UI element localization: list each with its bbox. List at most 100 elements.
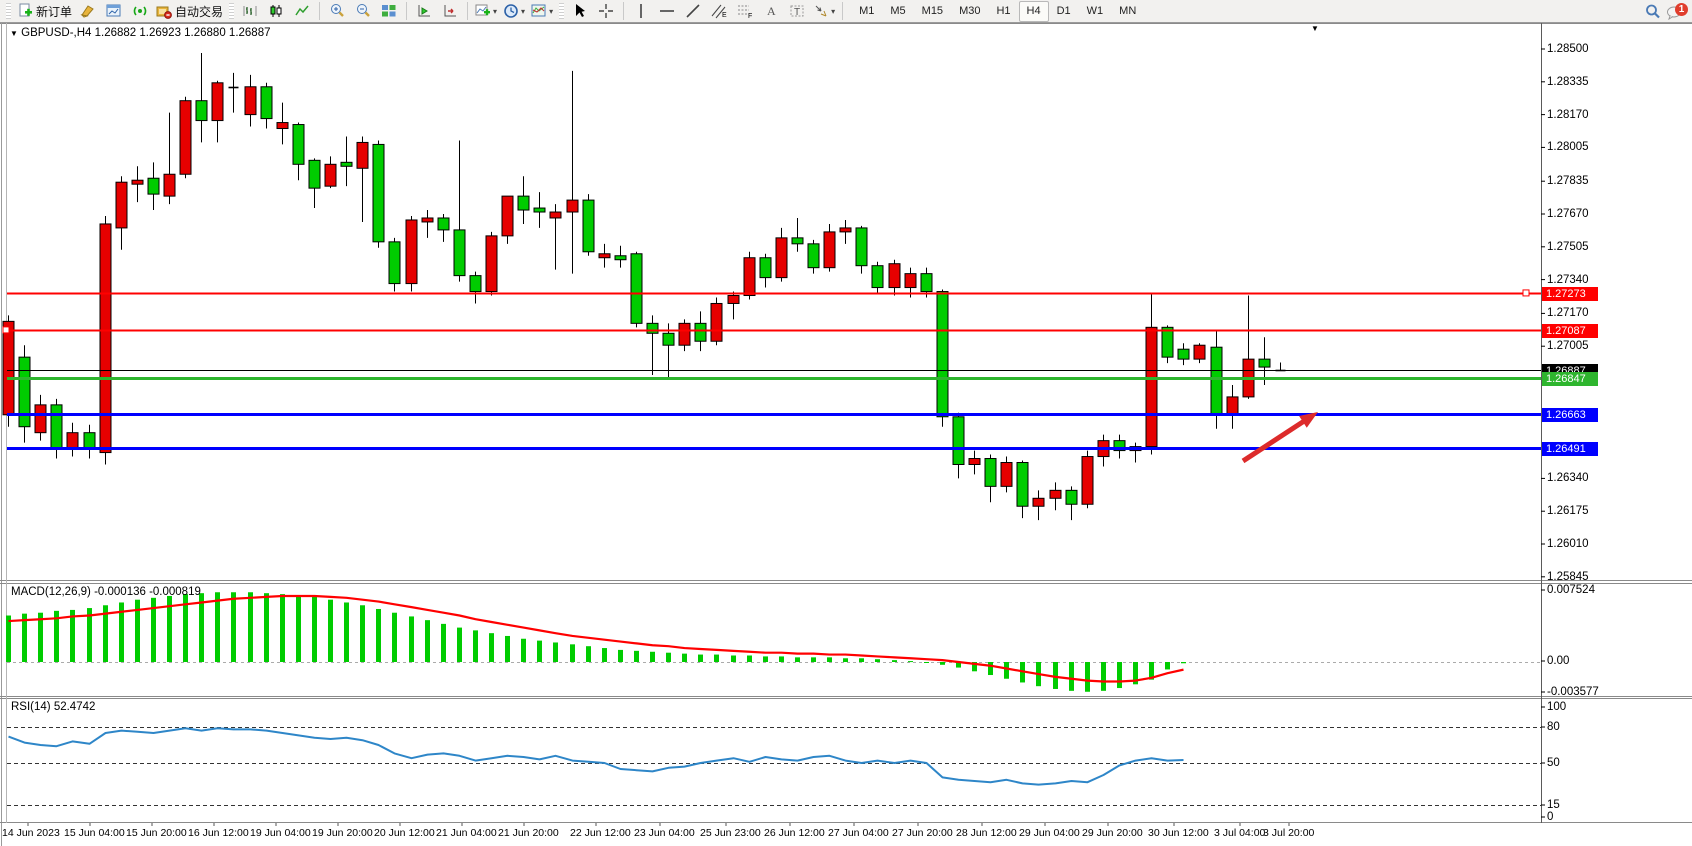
auto-scroll-button[interactable] xyxy=(411,0,437,22)
timeframe-button-w1[interactable]: W1 xyxy=(1086,4,1104,17)
macd-histogram-bar xyxy=(1181,662,1186,664)
clock-icon xyxy=(504,4,518,18)
new-order-icon xyxy=(19,3,32,17)
new-order-button[interactable]: 新订单 xyxy=(14,0,75,22)
candle-body xyxy=(1065,489,1078,505)
time-axis-label: 27 Jun 20:00 xyxy=(892,827,953,839)
macd-histogram-bar xyxy=(811,657,816,662)
fibonacci-tool-button[interactable]: F xyxy=(732,0,758,22)
chart-window-button[interactable] xyxy=(101,0,127,22)
bar-chart-mode-button[interactable] xyxy=(237,0,263,22)
price-line-label: 1.26847 xyxy=(1542,371,1598,386)
trend-arrow-head[interactable] xyxy=(1299,412,1318,428)
time-axis-label: 26 Jun 12:00 xyxy=(764,827,825,839)
time-axis-label: 29 Jun 04:00 xyxy=(1019,827,1080,839)
symbol-dropdown-icon[interactable]: ▼ xyxy=(10,29,18,38)
candle-body xyxy=(147,177,160,195)
signals-button[interactable] xyxy=(127,0,153,22)
crosshair-tool-button[interactable] xyxy=(593,0,619,22)
rsi-line xyxy=(8,727,1184,786)
candle-body xyxy=(50,404,63,450)
indicators-button[interactable]: ▾ xyxy=(472,0,500,22)
price-tick-label: 1.27670 xyxy=(1547,208,1589,220)
macd-histogram-bar xyxy=(264,593,269,662)
candle-body xyxy=(517,195,530,211)
candle-body xyxy=(807,243,820,269)
line-handle[interactable] xyxy=(1522,289,1530,297)
chart-shift-marker[interactable]: ▼ xyxy=(1311,24,1319,33)
candlestick-mode-button[interactable] xyxy=(263,0,289,22)
timeframe-button-m5[interactable]: M5 xyxy=(890,4,906,17)
symbol-period-label: GBPUSD-,H4 xyxy=(21,27,92,39)
chart-shift-icon xyxy=(444,5,457,17)
macd-histogram-bar xyxy=(1004,662,1009,679)
candle-body xyxy=(356,141,369,169)
main-toolbar: 新订单 xyxy=(0,0,1692,23)
macd-histogram-bar xyxy=(779,656,784,662)
search-button[interactable] xyxy=(1640,1,1666,23)
chart-symbol-header[interactable]: ▼ GBPUSD-,H4 1.26882 1.26923 1.26880 1.2… xyxy=(10,27,271,39)
fibonacci-icon: F xyxy=(738,5,752,19)
price-tick-label: 1.28500 xyxy=(1547,43,1589,55)
candle-body xyxy=(582,199,595,253)
macd-histogram-bar xyxy=(183,594,188,662)
macd-histogram-bar xyxy=(1165,662,1170,670)
zoom-out-button[interactable] xyxy=(350,0,376,22)
candle-body xyxy=(630,253,643,324)
arrows-tool-button[interactable]: ▾ xyxy=(810,0,838,22)
candle-body xyxy=(324,163,337,187)
text-label-tool-button[interactable]: T xyxy=(784,0,810,22)
time-axis-label: 25 Jun 23:00 xyxy=(700,827,761,839)
timeframe-button-m1[interactable]: M1 xyxy=(859,4,875,17)
periods-button[interactable]: ▾ xyxy=(500,0,528,22)
line-handle[interactable] xyxy=(2,326,10,334)
timeframe-button-mn[interactable]: MN xyxy=(1119,4,1137,17)
macd-histogram-bar xyxy=(425,620,430,662)
toolbar-grip[interactable] xyxy=(229,3,235,19)
hline-tool-button[interactable] xyxy=(654,0,680,22)
macd-histogram-bar xyxy=(1053,662,1058,689)
macd-histogram-bar xyxy=(650,651,655,662)
macd-histogram-bar xyxy=(747,655,752,662)
timeframe-button-m30[interactable]: M30 xyxy=(959,4,981,17)
styler-button[interactable] xyxy=(75,0,101,22)
line-chart-mode-button[interactable] xyxy=(289,0,315,22)
zoom-in-button[interactable] xyxy=(324,0,350,22)
autotrade-button[interactable]: 自动交易 xyxy=(153,0,226,22)
macd-signal-line xyxy=(8,594,1184,683)
svg-text:A: A xyxy=(767,4,776,18)
tile-windows-button[interactable] xyxy=(376,0,402,22)
candle-body xyxy=(1113,440,1126,452)
text-tool-button[interactable]: A xyxy=(758,0,784,22)
toolbar-grip[interactable] xyxy=(6,3,11,19)
vline-tool-button[interactable] xyxy=(628,0,654,22)
macd-label: MACD(12,26,9) -0.000136 -0.000819 xyxy=(11,586,201,598)
templates-button[interactable]: ▾ xyxy=(528,0,556,22)
timeframe-button-d1[interactable]: D1 xyxy=(1056,4,1071,17)
bar-chart-icon xyxy=(243,6,257,16)
chart-shift-button[interactable] xyxy=(437,0,463,22)
candle-body xyxy=(646,322,659,334)
candle-body xyxy=(1258,358,1271,368)
chevron-down-icon: ▾ xyxy=(549,6,554,16)
timeframe-button-h4[interactable]: H4 xyxy=(1018,0,1049,22)
macd-histogram-bar xyxy=(280,594,285,662)
cursor-tool-button[interactable] xyxy=(567,0,593,22)
candle-body xyxy=(34,404,47,434)
timeframe-button-h1[interactable]: H1 xyxy=(996,4,1011,17)
macd-histogram-bar xyxy=(602,648,607,662)
channel-tool-button[interactable]: E xyxy=(706,0,732,22)
notifications-button[interactable]: 1 xyxy=(1666,2,1688,21)
candle-body xyxy=(1000,462,1013,487)
price-tick-label: 1.27505 xyxy=(1547,240,1589,253)
macd-histogram-bar xyxy=(376,608,381,662)
price-tick-label: 1.25845 xyxy=(1547,570,1589,583)
macd-axis-label: 0.00 xyxy=(1547,655,1570,667)
time-axis-label: 14 Jun 2023 xyxy=(2,827,60,839)
time-axis-label: 21 Jun 20:00 xyxy=(498,827,559,839)
toolbar-grip[interactable] xyxy=(559,3,565,19)
trendline-tool-button[interactable] xyxy=(680,0,706,22)
trend-arrow[interactable] xyxy=(1241,415,1311,464)
timeframe-button-m15[interactable]: M15 xyxy=(921,4,944,17)
